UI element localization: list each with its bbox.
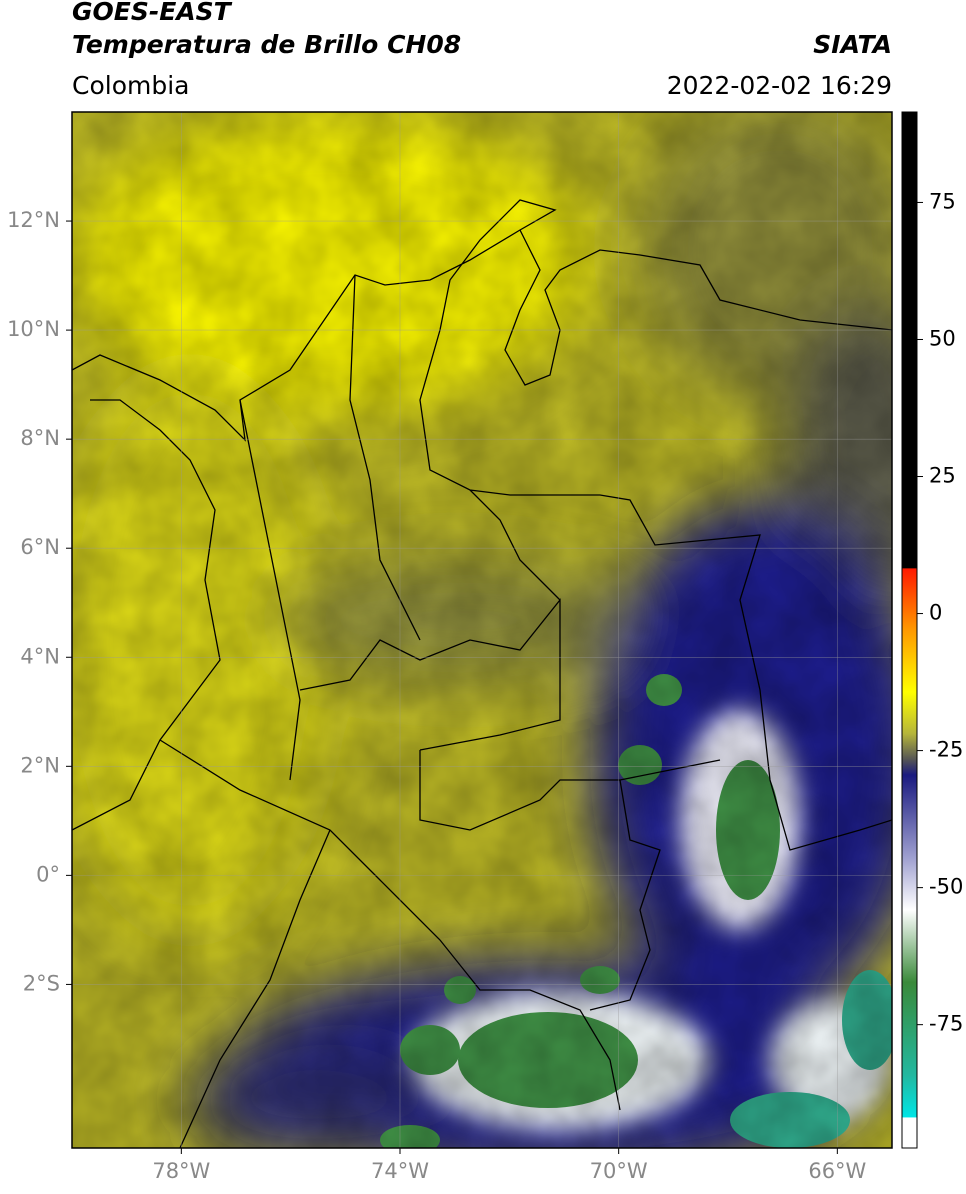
source: SIATA (813, 30, 892, 59)
y-tick-label: 2°N (20, 753, 60, 777)
map-frame (71, 111, 893, 1149)
colorbar-tick-label: 25 (929, 464, 956, 488)
colorbar-tick-label: 50 (929, 326, 956, 350)
colorbar-tick-label: 75 (929, 189, 956, 213)
y-tick-label: 6°N (20, 535, 60, 559)
colorbar-tick-label: -25 (929, 738, 963, 762)
subtitle: Temperatura de Brillo CH08 (72, 30, 461, 59)
region: Colombia (72, 71, 189, 100)
x-tick-label: 78°W (152, 1159, 210, 1183)
x-tick-label: 70°W (590, 1159, 648, 1183)
satellite-image (72, 112, 892, 1148)
y-tick-label: 2°S (23, 971, 60, 995)
y-tick-label: 12°N (7, 208, 60, 232)
colorbar (901, 111, 918, 1149)
x-tick-label: 74°W (371, 1159, 429, 1183)
colorbar-tick-label: -75 (929, 1012, 963, 1036)
y-tick-label: 4°N (20, 644, 60, 668)
graticule (72, 112, 892, 1148)
y-tick-label: 10°N (7, 317, 60, 341)
colorbar-tick-label: 0 (929, 601, 942, 625)
title: GOES-EAST (72, 0, 233, 26)
x-tick-label: 66°W (808, 1159, 866, 1183)
y-tick-label: 0° (36, 862, 60, 886)
y-tick-label: 8°N (20, 426, 60, 450)
datetime: 2022-02-02 16:29 (667, 71, 892, 100)
colorbar-tick-label: -50 (929, 875, 963, 899)
